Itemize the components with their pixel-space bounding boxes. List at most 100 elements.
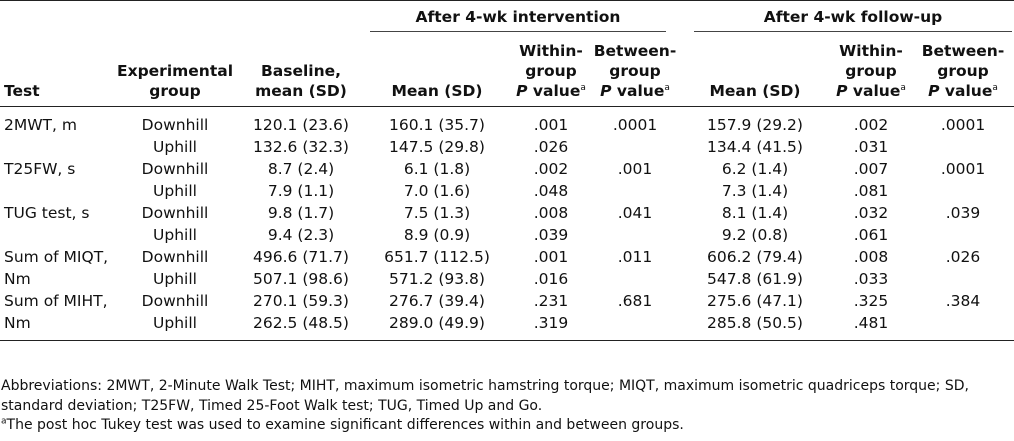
cell-test: 2MWT, m — [4, 116, 77, 134]
cell-fu-between: .026 — [945, 248, 981, 266]
cell-group: Downhill — [141, 292, 209, 310]
intervention-group-header: After 4-wk intervention — [370, 7, 666, 32]
cell-int-within: .001 — [533, 248, 569, 266]
cell-int-mean: 276.7 (39.4) — [389, 292, 485, 310]
cell-fu-between: .0001 — [940, 160, 986, 178]
col-fu-between: Between-group P valuea — [921, 42, 1005, 100]
follow-up-group-header: After 4-wk follow-up — [694, 7, 1012, 32]
cell-int-mean: 571.2 (93.8) — [389, 270, 485, 288]
cell-baseline: 9.4 (2.3) — [267, 226, 335, 244]
cell-test — [0, 224, 110, 246]
cell-baseline: 8.7 (2.4) — [267, 160, 335, 178]
cell-fu-between — [912, 312, 1014, 341]
cell-fu-between — [912, 224, 1014, 246]
cell-group: Uphill — [153, 138, 197, 156]
cell-fu-mean: 134.4 (41.5) — [707, 138, 803, 156]
cell-baseline: 120.1 (23.6) — [253, 116, 349, 134]
cell-fu-within: .481 — [853, 314, 889, 332]
cell-baseline: 7.9 (1.1) — [267, 182, 335, 200]
table-row: Nm Uphill 507.1 (98.6) 571.2 (93.8) .016 547.… — [0, 268, 1014, 290]
cell-group: Uphill — [153, 182, 197, 200]
cell-fu-mean: 275.6 (47.1) — [707, 292, 803, 310]
cell-int-within: .039 — [533, 226, 569, 244]
cell-int-mean: 160.1 (35.7) — [389, 116, 485, 134]
table-row: Sum of MIQT, Downhill 496.6 (71.7) 651.7 (1… — [0, 246, 1014, 268]
col-baseline: Baseline, mean (SD) — [255, 62, 347, 100]
cell-group: Uphill — [153, 270, 197, 288]
footnote: aThe post hoc Tukey test was used to exa… — [1, 416, 684, 433]
cell-int-within: .016 — [533, 270, 569, 288]
cell-int-within: .319 — [533, 314, 569, 332]
table-row: TUG test, s Downhill 9.8 (1.7) 7.5 (1.3) .00… — [0, 202, 1014, 224]
cell-test: Sum of MIQT, — [4, 248, 109, 266]
cell-int-between — [590, 268, 680, 290]
cell-fu-within: .033 — [853, 270, 889, 288]
cell-int-mean: 7.5 (1.3) — [403, 204, 471, 222]
group-header-row: After 4-wk intervention After 4-wk follo… — [0, 0, 1014, 35]
col-fu-within: Within-group P valuea — [836, 42, 906, 100]
cell-fu-between — [912, 268, 1014, 290]
col-int-mean: Mean (SD) — [391, 82, 483, 100]
cell-int-within: .001 — [533, 116, 569, 134]
cell-fu-between: .0001 — [940, 116, 986, 134]
table-row: Sum of MIHT, Downhill 270.1 (59.3) 276.7 (3… — [0, 290, 1014, 312]
col-int-between: Between-group P valuea — [593, 42, 677, 100]
table-body: 2MWT, m Downhill 120.1 (23.6) 160.1 (35.7).… — [0, 107, 1014, 341]
cell-fu-within: .325 — [853, 292, 889, 310]
cell-fu-between: .384 — [945, 292, 981, 310]
cell-int-mean: 8.9 (0.9) — [403, 226, 471, 244]
cell-test: Nm — [4, 314, 31, 332]
cell-group: Downhill — [141, 116, 209, 134]
cell-int-between: .041 — [617, 204, 653, 222]
table-row: Uphill 7.9 (1.1) 7.0 (1.6) .048 7.3 (1.4) .08… — [0, 180, 1014, 202]
cell-fu-within: .007 — [853, 160, 889, 178]
abbreviations-note: Abbreviations: 2MWT, 2-Minute Walk Test;… — [1, 378, 969, 414]
cell-int-mean: 6.1 (1.8) — [403, 160, 471, 178]
cell-fu-within: .081 — [853, 182, 889, 200]
table-row: Nm Uphill 262.5 (48.5) 289.0 (49.9) .319 285.… — [0, 312, 1014, 341]
cell-baseline: 270.1 (59.3) — [253, 292, 349, 310]
top-rule — [0, 0, 1014, 1]
cell-fu-between: .039 — [945, 204, 981, 222]
cell-group: Downhill — [141, 204, 209, 222]
results-table-main: After 4-wk intervention After 4-wk follo… — [0, 0, 1014, 341]
cell-fu-mean: 9.2 (0.8) — [721, 226, 789, 244]
cell-baseline: 507.1 (98.6) — [253, 270, 349, 288]
cell-group: Uphill — [153, 314, 197, 332]
cell-int-within: .002 — [533, 160, 569, 178]
col-test: Test — [4, 82, 40, 100]
cell-fu-mean: 8.1 (1.4) — [721, 204, 789, 222]
cell-int-mean: 651.7 (112.5) — [384, 248, 490, 266]
cell-group: Uphill — [153, 226, 197, 244]
cell-fu-mean: 606.2 (79.4) — [707, 248, 803, 266]
table-row: Uphill 9.4 (2.3) 8.9 (0.9) .039 9.2 (0.8) .06… — [0, 224, 1014, 246]
cell-baseline: 132.6 (32.3) — [253, 138, 349, 156]
table-row: T25FW, s Downhill 8.7 (2.4) 6.1 (1.8) .002 .0… — [0, 158, 1014, 180]
table-row: Uphill 132.6 (32.3) 147.5 (29.8) .026 134.4 … — [0, 136, 1014, 158]
cell-int-mean: 7.0 (1.6) — [403, 182, 471, 200]
column-header-row: Test Experimental group Baseline, mean (SD… — [0, 35, 1014, 107]
cell-int-between — [590, 136, 680, 158]
cell-int-within: .008 — [533, 204, 569, 222]
cell-fu-between — [912, 180, 1014, 202]
cell-baseline: 496.6 (71.7) — [253, 248, 349, 266]
cell-fu-within: .032 — [853, 204, 889, 222]
cell-int-between — [590, 224, 680, 246]
cell-int-between: .681 — [617, 292, 653, 310]
cell-int-between — [590, 180, 680, 202]
cell-test — [0, 136, 110, 158]
cell-fu-within: .008 — [853, 248, 889, 266]
cell-fu-mean: 547.8 (61.9) — [707, 270, 803, 288]
cell-int-mean: 147.5 (29.8) — [389, 138, 485, 156]
cell-fu-within: .031 — [853, 138, 889, 156]
cell-int-between — [590, 312, 680, 341]
col-fu-mean: Mean (SD) — [709, 82, 801, 100]
cell-int-between: .011 — [617, 248, 653, 266]
cell-fu-within: .002 — [853, 116, 889, 134]
cell-int-mean: 289.0 (49.9) — [389, 314, 485, 332]
cell-fu-mean: 157.9 (29.2) — [707, 116, 803, 134]
cell-group: Downhill — [141, 248, 209, 266]
cell-int-between: .001 — [617, 160, 653, 178]
cell-fu-between — [912, 136, 1014, 158]
